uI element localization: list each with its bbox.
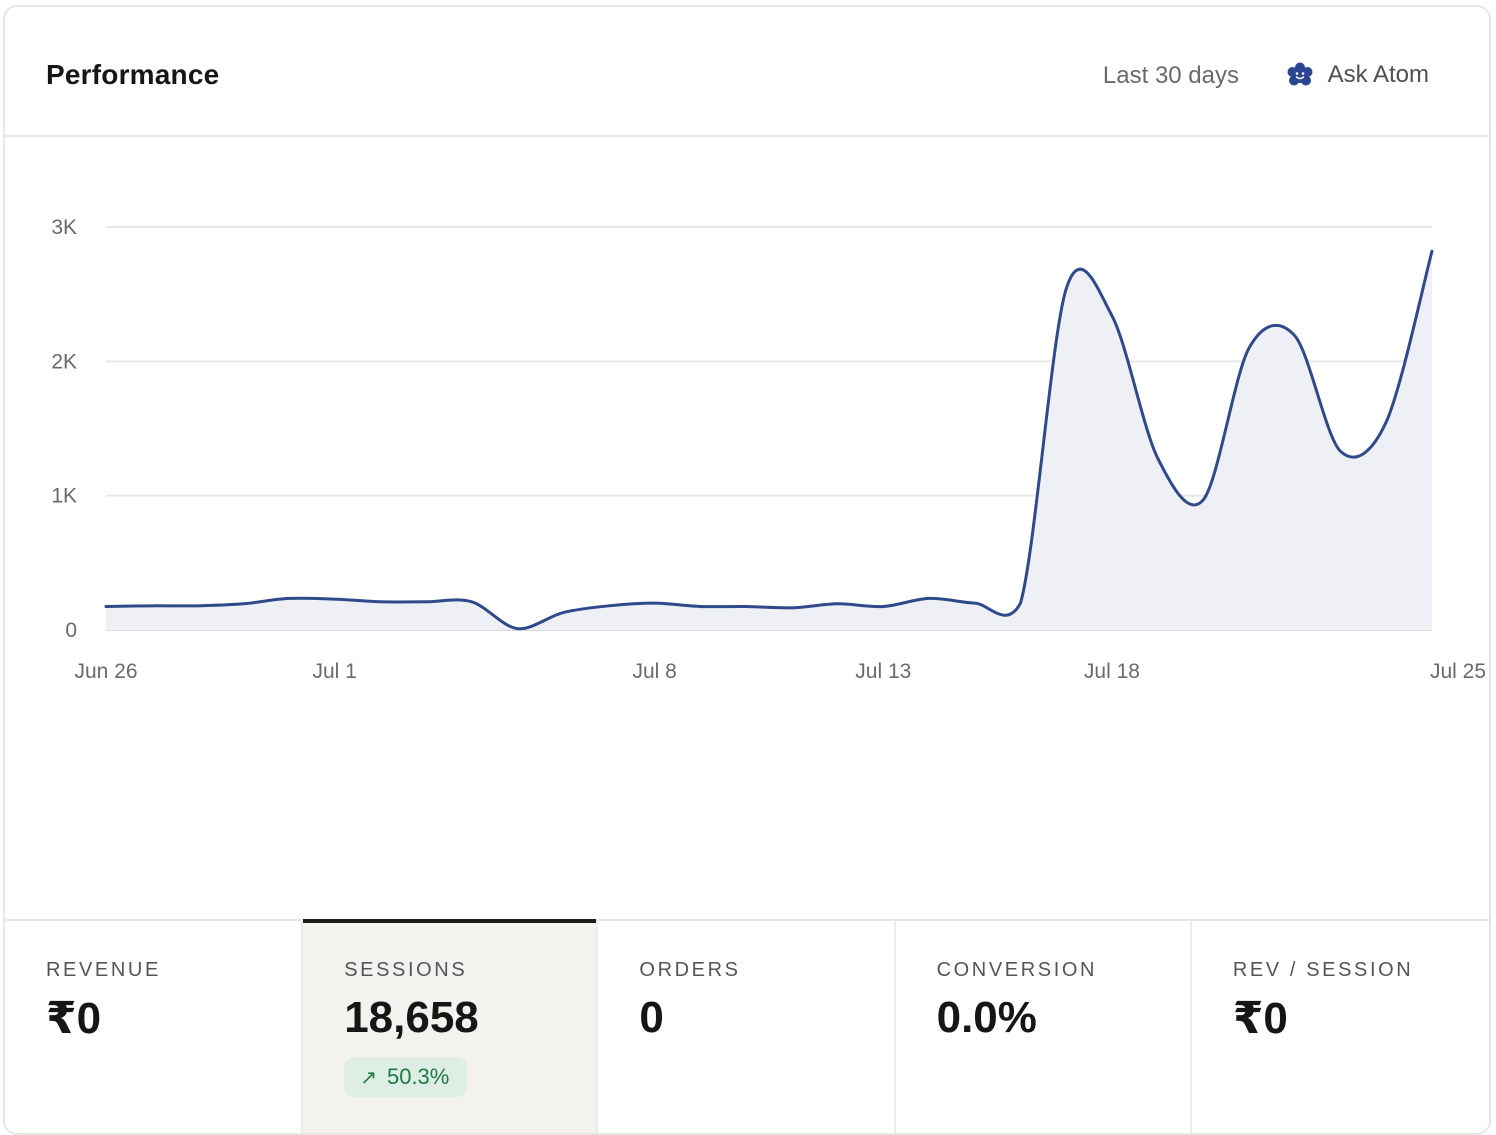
- ask-atom-label: Ask Atom: [1327, 61, 1429, 88]
- metric-label: REVENUE: [46, 959, 161, 981]
- card-header: Performance Last 30 days Ask Atom: [5, 7, 1489, 137]
- metric-value: 0: [639, 993, 664, 1042]
- metric-revenue[interactable]: REVENUE ₹0: [5, 921, 304, 1133]
- x-tick-label: Jul 13: [855, 660, 911, 683]
- y-tick-label: 0: [65, 619, 77, 642]
- y-tick-label: 2K: [51, 350, 77, 373]
- metric-orders[interactable]: ORDERS 0: [598, 921, 896, 1133]
- date-range-selector[interactable]: Last 30 days: [1102, 62, 1239, 89]
- metric-label: CONVERSION: [936, 959, 1098, 981]
- arrow-up-right-icon: ↗: [360, 1066, 377, 1089]
- x-tick-label: Jul 8: [633, 660, 677, 683]
- metric-value: ₹0: [46, 994, 102, 1043]
- metric-value: ₹0: [1232, 994, 1288, 1043]
- series-area: [106, 251, 1432, 630]
- metric-sessions[interactable]: SESSIONS 18,658 ↗ 50.3%: [303, 919, 599, 1133]
- y-tick-label: 3K: [51, 216, 77, 239]
- series-line: [104, 249, 1434, 631]
- x-tick-label: Jul 25: [1430, 660, 1486, 683]
- metric-conversion[interactable]: CONVERSION 0.0%: [896, 921, 1192, 1133]
- y-tick-label: 1K: [51, 485, 77, 508]
- x-tick-label: Jul 1: [312, 660, 356, 683]
- metric-label: ORDERS: [639, 959, 741, 981]
- chart-svg: 0 1K 2K 3K Jun 26 Jul 1 Jul 8 Jul 13 Jul 18 Jul …: [51, 216, 1486, 683]
- performance-card: Performance Last 30 days Ask Atom: [3, 5, 1491, 1135]
- x-tick-label: Jun 26: [74, 660, 137, 683]
- metrics-bar: REVENUE ₹0 SESSIONS 18,658 ↗ 50.3% ORDER…: [5, 919, 1489, 1133]
- delta-badge: ↗ 50.3%: [344, 1057, 468, 1097]
- metric-value: 18,658: [344, 993, 479, 1042]
- metric-value: 0.0%: [936, 993, 1037, 1042]
- x-tick-label: Jul 18: [1084, 660, 1140, 683]
- metric-rev-per-session[interactable]: REV / SESSION ₹0: [1192, 921, 1489, 1133]
- atom-icon: [1287, 62, 1313, 86]
- ask-atom-button[interactable]: Ask Atom: [1286, 57, 1429, 93]
- metric-label: REV / SESSION: [1232, 959, 1414, 981]
- metric-label: SESSIONS: [344, 959, 468, 981]
- sessions-chart: 0 1K 2K 3K Jun 26 Jul 1 Jul 8 Jul 13 Jul 18 Jul …: [5, 137, 1489, 923]
- delta-value: 50.3%: [386, 1064, 450, 1089]
- page-title: Performance: [46, 59, 220, 90]
